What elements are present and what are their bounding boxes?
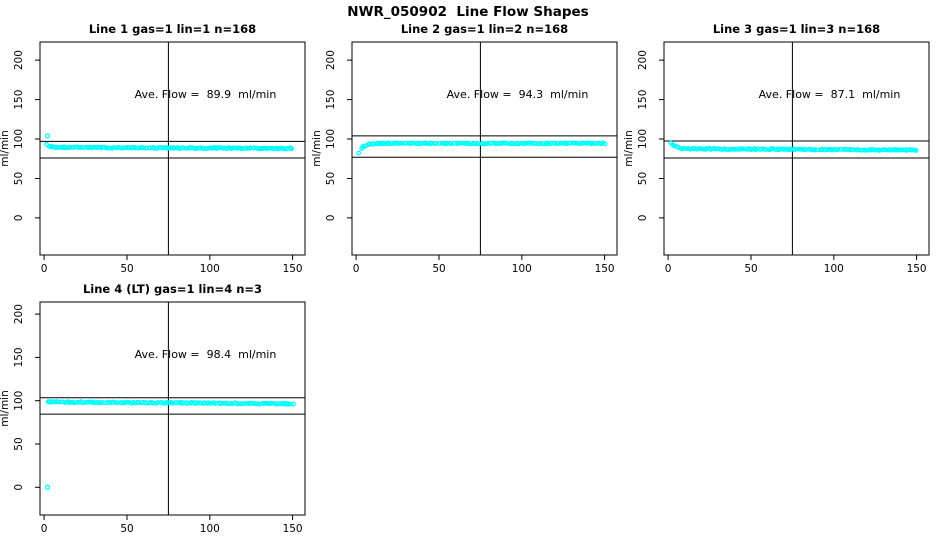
x-tick-label: 150 bbox=[283, 523, 303, 535]
subplot-line4-canvas: 0 50 100 150 200 ml/min 0 50 100 150 bbox=[0, 301, 306, 535]
y-axis: 0 50 100 150 200 ml/min bbox=[0, 304, 40, 491]
outlier-point bbox=[44, 133, 51, 139]
y-axis-label: ml/min bbox=[0, 390, 11, 426]
subplot-line2: 0 50 100 150 200 ml/min 0 50 100 150 Line 2 gas=1… bbox=[312, 20, 624, 278]
subplot-line2-annotation: Ave. Flow = 94.3 ml/min bbox=[446, 88, 589, 101]
subplot-line2-canvas: 0 50 100 150 200 ml/min 0 50 100 150 bbox=[312, 41, 618, 275]
x-tick-label: 50 bbox=[744, 263, 757, 275]
y-tick-label: 200 bbox=[637, 50, 649, 70]
y-tick-label: 50 bbox=[637, 172, 649, 185]
y-tick-label: 150 bbox=[325, 90, 337, 110]
figure-title: NWR_050902 Line Flow Shapes bbox=[347, 4, 589, 20]
y-tick-label: 50 bbox=[13, 437, 25, 450]
subplot-line4: 0 50 100 150 200 ml/min 0 50 100 150 Line 4 (LT) … bbox=[0, 280, 312, 538]
subplot-line1-title: Line 1 gas=1 lin=1 n=168 bbox=[88, 22, 257, 36]
y-tick-label: 0 bbox=[13, 215, 25, 222]
subplot-line3: 0 50 100 150 200 ml/min 0 50 100 150 Line 3 gas=1… bbox=[624, 20, 936, 278]
x-tick-label: 150 bbox=[283, 263, 303, 275]
x-axis: 0 50 100 150 bbox=[41, 255, 303, 275]
x-tick-label: 100 bbox=[512, 263, 532, 275]
y-tick-label: 150 bbox=[13, 347, 25, 367]
points-layer bbox=[668, 140, 919, 153]
y-axis-label: ml/min bbox=[624, 130, 635, 166]
x-axis: 0 50 100 150 bbox=[665, 255, 927, 275]
subplot-line3-title: Line 3 gas=1 lin=3 n=168 bbox=[712, 22, 881, 36]
x-tick-label: 50 bbox=[120, 263, 133, 275]
subplot-line3-annotation: Ave. Flow = 87.1 ml/min bbox=[758, 88, 901, 101]
points-layer bbox=[44, 133, 295, 152]
y-tick-label: 200 bbox=[13, 50, 25, 70]
x-tick-label: 0 bbox=[353, 263, 360, 275]
y-axis: 0 50 100 150 200 ml/min bbox=[312, 50, 352, 221]
y-tick-label: 0 bbox=[637, 215, 649, 222]
x-tick-label: 0 bbox=[41, 523, 48, 535]
y-tick-label: 0 bbox=[13, 484, 25, 491]
y-tick-label: 150 bbox=[13, 90, 25, 110]
subplot-line4-title: Line 4 (LT) gas=1 lin=4 n=3 bbox=[82, 282, 263, 296]
plot-box bbox=[39, 301, 306, 516]
plot-box bbox=[39, 41, 306, 256]
y-tick-label: 100 bbox=[637, 129, 649, 149]
y-tick-label: 100 bbox=[13, 129, 25, 149]
x-tick-label: 0 bbox=[41, 263, 48, 275]
y-tick-label: 100 bbox=[13, 391, 25, 411]
subplot-line2-title: Line 2 gas=1 lin=2 n=168 bbox=[400, 22, 569, 36]
y-axis-label: ml/min bbox=[0, 130, 11, 166]
outlier-point bbox=[44, 484, 51, 490]
x-tick-label: 150 bbox=[595, 263, 615, 275]
x-tick-label: 100 bbox=[824, 263, 844, 275]
y-tick-label: 0 bbox=[325, 215, 337, 222]
y-tick-label: 150 bbox=[637, 90, 649, 110]
y-axis: 0 50 100 150 200 ml/min bbox=[624, 50, 664, 221]
y-tick-label: 200 bbox=[325, 50, 337, 70]
subplot-line1-annotation: Ave. Flow = 89.9 ml/min bbox=[134, 88, 277, 101]
y-tick-label: 200 bbox=[13, 304, 25, 324]
y-tick-label: 100 bbox=[325, 129, 337, 149]
x-tick-label: 50 bbox=[432, 263, 445, 275]
x-axis: 0 50 100 150 bbox=[41, 515, 303, 535]
y-tick-label: 50 bbox=[13, 172, 25, 185]
subplot-line3-canvas: 0 50 100 150 200 ml/min 0 50 100 150 bbox=[624, 41, 930, 275]
x-tick-label: 50 bbox=[120, 523, 133, 535]
x-tick-label: 100 bbox=[200, 263, 220, 275]
y-axis-label: ml/min bbox=[312, 130, 323, 166]
subplot-line1: 0 50 100 150 200 ml/min 0 50 100 150 Line 1 gas=1… bbox=[0, 20, 312, 278]
reference-lines bbox=[352, 42, 617, 255]
x-tick-label: 100 bbox=[200, 523, 220, 535]
plot-box bbox=[663, 41, 930, 256]
x-axis: 0 50 100 150 bbox=[353, 255, 615, 275]
x-tick-label: 0 bbox=[665, 263, 672, 275]
points-layer bbox=[356, 140, 608, 156]
reference-lines bbox=[40, 302, 305, 515]
subplot-line4-annotation: Ave. Flow = 98.4 ml/min bbox=[134, 348, 277, 361]
plot-box bbox=[351, 41, 618, 256]
points-layer bbox=[44, 399, 296, 490]
y-axis: 0 50 100 150 200 ml/min bbox=[0, 50, 40, 221]
subplot-line1-canvas: 0 50 100 150 200 ml/min 0 50 100 150 bbox=[0, 41, 306, 275]
y-tick-label: 50 bbox=[325, 172, 337, 185]
x-tick-label: 150 bbox=[907, 263, 927, 275]
